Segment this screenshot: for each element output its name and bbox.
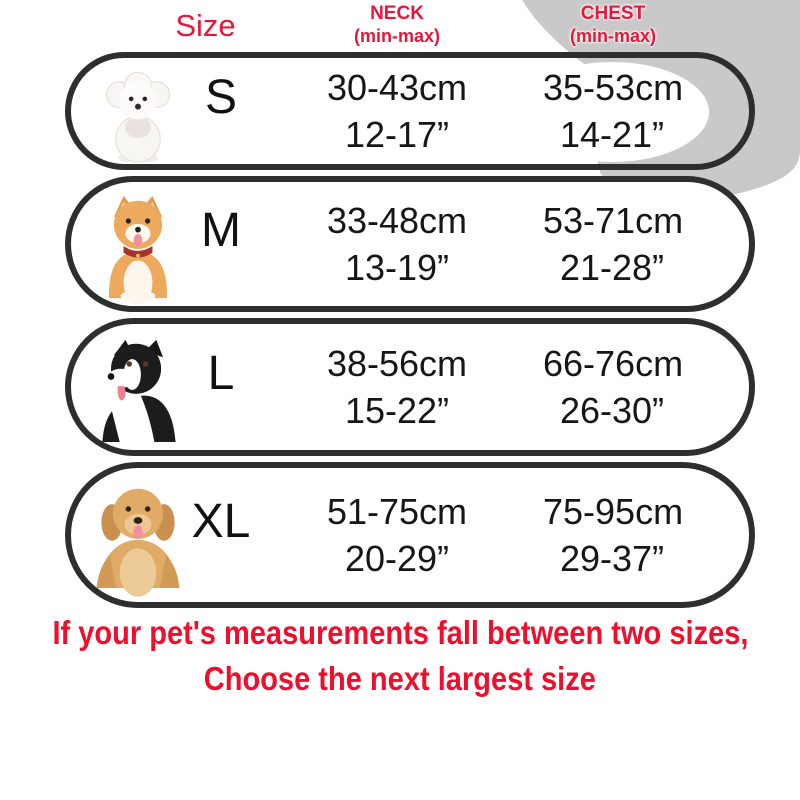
neck-in: 13-19” [344,247,450,288]
column-header-size: Size [175,8,236,43]
chest-measurement-l: 66-76cm 26-30” [543,324,684,450]
neck-measurement-s: 30-43cm 12-17” [251,58,543,164]
neck-in: 15-22” [344,390,450,431]
neck-label: NECK [370,3,424,24]
shiba-inu-dog-image [109,195,167,305]
size-label-m: M [201,203,241,257]
chest-label: CHEST [580,3,646,24]
chest-cm: 66-76cm [543,343,684,384]
sizing-note: If your pet's measurements fall between … [0,610,800,702]
chest-cm: 75-95cm [543,491,684,532]
size-row-xl: XL 51-75cm 20-29” 75-95cm 29-37” [65,462,755,608]
size-row-s: S 30-43cm 12-17” 35-53cm 14-21” [65,52,755,170]
neck-measurement-m: 33-48cm 13-19” [251,182,543,306]
column-header-neck: NECK (min-max) [312,3,482,47]
border-collie-dog-image [102,339,176,442]
size-row-l: L 38-56cm 15-22” 66-76cm 26-30” [65,318,755,456]
size-label-l: L [207,346,235,400]
neck-range-label: (min-max) [353,26,440,46]
size-label-xl: XL [191,494,251,548]
chest-in: 26-30” [559,390,665,431]
sizing-note-line2: Choose the next largest size [203,660,597,697]
chest-in: 14-21” [559,114,665,155]
neck-cm: 33-48cm [326,200,468,241]
size-label-s: S [204,70,237,124]
chest-in: 29-37” [559,538,665,579]
chest-cm: 53-71cm [543,200,684,241]
neck-measurement-xl: 51-75cm 20-29” [251,468,543,602]
neck-in: 12-17” [344,114,450,155]
neck-cm: 51-75cm [326,491,468,532]
dog-photo-cell [71,468,191,602]
dog-photo-cell [71,182,191,306]
chest-in: 21-28” [559,247,665,288]
neck-measurement-l: 38-56cm 15-22” [251,324,543,450]
chest-measurement-m: 53-71cm 21-28” [543,182,684,306]
chest-measurement-s: 35-53cm 14-21” [543,58,684,164]
bichon-frise-dog-image [105,71,171,163]
chest-cm: 35-53cm [543,67,684,108]
dog-photo-cell [71,58,191,164]
neck-in: 20-29” [344,538,450,579]
neck-cm: 30-43cm [326,67,468,108]
dog-photo-cell [71,324,191,450]
chest-range-label: (min-max) [569,26,656,46]
golden-retriever-dog-image [96,488,180,597]
sizing-note-line1: If your pet's measurements fall between … [51,614,748,651]
size-row-m: M 33-48cm 13-19” 53-71cm 21-28” [65,176,755,312]
chest-measurement-xl: 75-95cm 29-37” [543,468,684,602]
column-header-chest: CHEST (min-max) [528,3,698,47]
neck-cm: 38-56cm [326,343,468,384]
